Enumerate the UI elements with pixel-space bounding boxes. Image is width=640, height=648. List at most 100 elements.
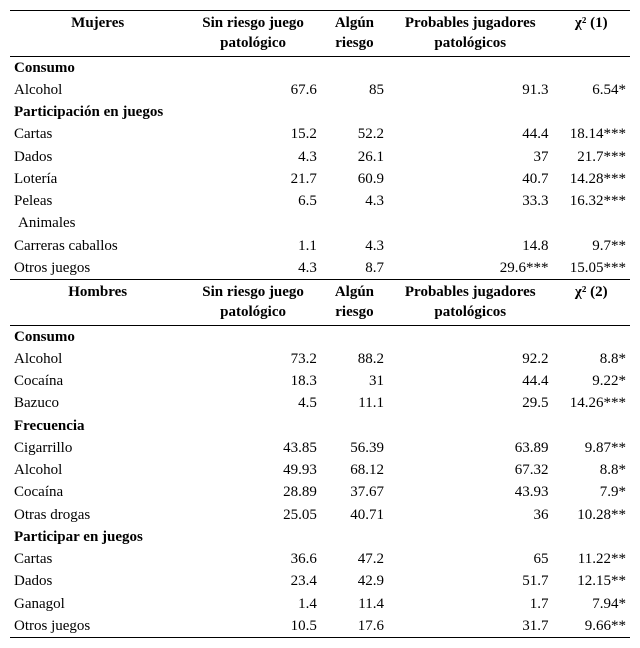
- table-row: Alcohol49.9368.1267.328.8*: [10, 459, 630, 481]
- row-label: Lotería: [10, 168, 185, 190]
- cell-v2: 8.7: [321, 257, 388, 280]
- table-body-women: ConsumoAlcohol67.68591.36.54*Participaci…: [10, 56, 630, 280]
- cell-v3: 29.5: [388, 392, 553, 414]
- cell-v3: 92.2: [388, 348, 553, 370]
- row-label: Dados: [10, 146, 185, 168]
- cell-v3: 67.32: [388, 459, 553, 481]
- row-label: Animales: [10, 212, 185, 234]
- table-row: Animales: [10, 212, 630, 234]
- cell-chi: 21.7***: [553, 146, 631, 168]
- row-label: Cartas: [10, 548, 185, 570]
- cell-v2: 47.2: [321, 548, 388, 570]
- row-label: Alcohol: [10, 348, 185, 370]
- cell-chi: 9.66**: [553, 615, 631, 638]
- col-chi1: χ² (1): [553, 11, 631, 57]
- cell-v2: 37.67: [321, 481, 388, 503]
- table-row: Cocaína28.8937.6743.937.9*: [10, 481, 630, 503]
- cell-v2: 11.4: [321, 593, 388, 615]
- cell-v3: 36: [388, 504, 553, 526]
- section-title: Participación en juegos: [10, 101, 630, 123]
- cell-v3: 63.89: [388, 437, 553, 459]
- row-label: Otros juegos: [10, 615, 185, 638]
- table-row: Dados23.442.951.712.15**: [10, 570, 630, 592]
- cell-v1: 36.6: [185, 548, 320, 570]
- table-header-women: Mujeres Sin riesgo juego patológico Algú…: [10, 11, 630, 57]
- cell-v2: 88.2: [321, 348, 388, 370]
- row-label: Alcohol: [10, 459, 185, 481]
- cell-v3: 51.7: [388, 570, 553, 592]
- table-row: Bazuco4.511.129.514.26***: [10, 392, 630, 414]
- cell-v1: 4.3: [185, 146, 320, 168]
- cell-v2: 60.9: [321, 168, 388, 190]
- cell-chi: 14.26***: [553, 392, 631, 414]
- table-row: Cocaína18.33144.49.22*: [10, 370, 630, 392]
- cell-v2: 52.2: [321, 123, 388, 145]
- table-row: Otros juegos10.517.631.79.66**: [10, 615, 630, 638]
- cell-v1: 4.5: [185, 392, 320, 414]
- cell-v2: 11.1: [321, 392, 388, 414]
- cell-v1: 6.5: [185, 190, 320, 212]
- cell-v3: 91.3: [388, 79, 553, 101]
- row-label: Cocaína: [10, 481, 185, 503]
- cell-chi: 7.94*: [553, 593, 631, 615]
- cell-v2: 40.71: [321, 504, 388, 526]
- col-probable: Probables jugadores patológicos: [388, 11, 553, 57]
- cell-v2: 85: [321, 79, 388, 101]
- row-label: Cartas: [10, 123, 185, 145]
- cell-v3: 31.7: [388, 615, 553, 638]
- cell-v2: 68.12: [321, 459, 388, 481]
- cell-chi: 7.9*: [553, 481, 631, 503]
- cell-v2: [321, 212, 388, 234]
- cell-v1: 28.89: [185, 481, 320, 503]
- row-label: Alcohol: [10, 79, 185, 101]
- cell-v1: 15.2: [185, 123, 320, 145]
- cell-chi: 8.8*: [553, 348, 631, 370]
- table-row: Dados4.326.13721.7***: [10, 146, 630, 168]
- cell-v2: 26.1: [321, 146, 388, 168]
- cell-v3: 44.4: [388, 370, 553, 392]
- cell-v2: 17.6: [321, 615, 388, 638]
- table-row: Otras drogas25.0540.713610.28**: [10, 504, 630, 526]
- cell-chi: 9.22*: [553, 370, 631, 392]
- cell-chi: 16.32***: [553, 190, 631, 212]
- cell-chi: 8.8*: [553, 459, 631, 481]
- cell-v1: 73.2: [185, 348, 320, 370]
- cell-chi: 10.28**: [553, 504, 631, 526]
- table-row: Lotería21.760.940.714.28***: [10, 168, 630, 190]
- cell-v1: 21.7: [185, 168, 320, 190]
- cell-chi: 12.15**: [553, 570, 631, 592]
- cell-v1: 23.4: [185, 570, 320, 592]
- cell-v1: 49.93: [185, 459, 320, 481]
- cell-chi: 18.14***: [553, 123, 631, 145]
- col-men: Hombres: [10, 280, 185, 326]
- cell-v2: 42.9: [321, 570, 388, 592]
- table-row: Carreras caballos1.14.314.89.7**: [10, 235, 630, 257]
- table-row: Ganagol1.411.41.77.94*: [10, 593, 630, 615]
- cell-v1: [185, 212, 320, 234]
- table-row: Alcohol73.288.292.28.8*: [10, 348, 630, 370]
- cell-v3: 14.8: [388, 235, 553, 257]
- table-row: Otros juegos4.38.729.6***15.05***: [10, 257, 630, 280]
- cell-v1: 1.1: [185, 235, 320, 257]
- table-row: Alcohol67.68591.36.54*: [10, 79, 630, 101]
- col-some-risk: Algún riesgo: [321, 11, 388, 57]
- row-label: Cigarrillo: [10, 437, 185, 459]
- cell-chi: 14.28***: [553, 168, 631, 190]
- col-no-risk: Sin riesgo juego patológico: [185, 11, 320, 57]
- cell-v2: 56.39: [321, 437, 388, 459]
- col-women: Mujeres: [10, 11, 185, 57]
- cell-chi: 15.05***: [553, 257, 631, 280]
- col-no-risk2: Sin riesgo juego patológico: [185, 280, 320, 326]
- cell-v3: 37: [388, 146, 553, 168]
- row-label: Ganagol: [10, 593, 185, 615]
- table-row: Peleas6.54.333.316.32***: [10, 190, 630, 212]
- cell-v2: 4.3: [321, 190, 388, 212]
- section-title: Consumo: [10, 325, 630, 348]
- cell-v1: 1.4: [185, 593, 320, 615]
- table-row: Cartas36.647.26511.22**: [10, 548, 630, 570]
- table-row: Cigarrillo43.8556.3963.899.87**: [10, 437, 630, 459]
- cell-v1: 18.3: [185, 370, 320, 392]
- cell-v3: 43.93: [388, 481, 553, 503]
- col-probable2: Probables jugadores patológicos: [388, 280, 553, 326]
- data-table: Mujeres Sin riesgo juego patológico Algú…: [10, 10, 630, 638]
